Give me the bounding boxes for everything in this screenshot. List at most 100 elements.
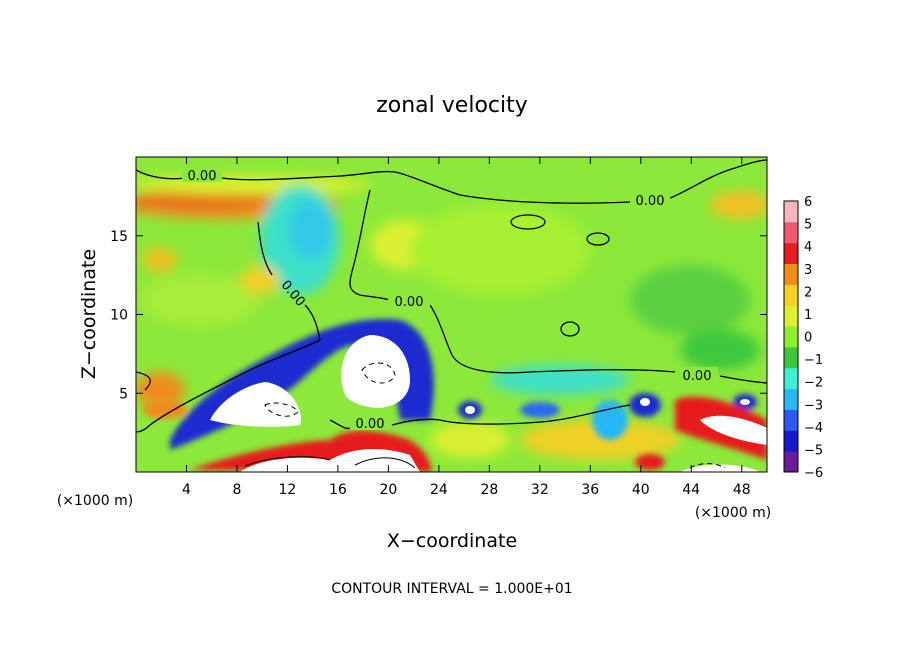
heatmap-blob xyxy=(635,454,665,470)
x-tick-label: 44 xyxy=(682,482,700,498)
colorbar-swatch xyxy=(784,221,798,244)
contour-interval-footer: CONTOUR INTERVAL = 1.000E+01 xyxy=(331,581,572,597)
heatmap-saturated-region xyxy=(210,382,301,427)
colorbar-tick-label: −1 xyxy=(804,353,823,368)
colorbar-swatch xyxy=(784,201,798,223)
contour-label: 0.00 xyxy=(356,417,385,432)
colorbar-swatch xyxy=(784,409,798,431)
contour-lines xyxy=(136,159,767,469)
colorbar-tick-label: −5 xyxy=(804,443,823,458)
chart-title: zonal velocity xyxy=(376,93,528,118)
contour-labels: 0.00 0.00 0.00 0.00 0.00 xyxy=(182,167,718,432)
heatmap-blob xyxy=(143,401,187,419)
heatmap-blob xyxy=(630,265,750,335)
x-tick-label: 24 xyxy=(430,482,448,498)
colorbar-swatch xyxy=(784,367,798,390)
contour-zero-line xyxy=(349,189,767,384)
x-tick-label: 8 xyxy=(232,482,241,498)
heatmap-blob xyxy=(142,248,178,272)
heatmap-blob xyxy=(710,191,767,219)
heatmap-blob xyxy=(136,191,270,209)
x-unit-label-right: (×1000 m) xyxy=(695,505,771,521)
contour-solid-thin xyxy=(354,457,416,469)
x-tick-label: 40 xyxy=(632,482,650,498)
colorbar-tick-label: 0 xyxy=(804,331,812,346)
x-tick-label: 12 xyxy=(279,482,297,498)
heatmap-blob xyxy=(592,400,628,440)
contour-closed-loop xyxy=(510,214,546,230)
contour-dashed-line xyxy=(264,402,299,417)
heatmap-blob xyxy=(140,275,260,325)
colorbar-tick-label: 1 xyxy=(804,308,812,323)
heatmap-saturated-region xyxy=(640,398,650,406)
colorbar-swatch xyxy=(784,326,798,348)
heatmap-blob xyxy=(288,200,332,260)
contour-solid-thin xyxy=(244,456,331,467)
y-tick-label: 5 xyxy=(119,386,128,402)
contour-zero-line xyxy=(136,221,321,433)
contour-label-bg xyxy=(182,167,222,182)
colorbar-swatch xyxy=(784,451,798,473)
colorbar-tick-label: −4 xyxy=(804,421,823,436)
colorbar-tick-label: −6 xyxy=(804,466,823,481)
contour-dashed-line xyxy=(689,463,726,469)
heatmap-blob xyxy=(520,402,560,418)
colorbar-tick-label: 6 xyxy=(804,195,812,210)
heatmap-blob xyxy=(136,372,185,408)
colorbar-tick-label: 3 xyxy=(804,263,812,278)
contour-label-bg xyxy=(630,192,670,207)
x-tick-label: 48 xyxy=(733,482,751,498)
heatmap-saturated-region xyxy=(700,415,767,445)
x-tick-label: 20 xyxy=(379,482,397,498)
contour-label-bg xyxy=(388,293,430,308)
y-axis-label: Z−coordinate xyxy=(78,249,100,379)
heatmap-blob xyxy=(520,420,680,460)
x-tick-label: 32 xyxy=(531,482,549,498)
colorbar-swatch xyxy=(784,430,798,452)
x-tick-label: 16 xyxy=(329,482,347,498)
x-axis: 4 8 12 16 20 24 28 32 36 40 44 48 xyxy=(182,157,751,498)
contour-label: 0.00 xyxy=(188,169,217,184)
y-tick-label: 10 xyxy=(110,308,128,324)
contour-closed-loop xyxy=(560,321,580,337)
colorbar-swatch xyxy=(784,388,798,410)
contour-label: 0.00 xyxy=(636,194,665,209)
colorbar-swatch xyxy=(784,346,798,369)
colorbar-tick-label: 4 xyxy=(804,240,812,255)
heatmap-blob xyxy=(430,422,510,458)
heatmap-saturated-region xyxy=(680,464,760,472)
colorbar-swatch xyxy=(784,305,798,327)
colorbar-frame xyxy=(783,200,799,473)
y-axis: 5 10 15 xyxy=(110,229,767,402)
heatmap-blob xyxy=(240,266,280,294)
contour-label-bg xyxy=(676,367,718,382)
colorbar-tick-label: −2 xyxy=(804,376,823,391)
y-tick-label: 15 xyxy=(110,229,128,245)
colorbar-tick-label: 5 xyxy=(804,218,812,233)
heatmap-saturated-region xyxy=(240,448,420,472)
contour-dashed-line xyxy=(361,362,396,384)
x-axis-label: X−coordinate xyxy=(387,530,517,552)
x-unit-label-left: (×1000 m) xyxy=(57,493,133,509)
contour-zero-line xyxy=(136,159,767,204)
colorbar-swatch xyxy=(784,242,798,265)
colorbar: 6 5 4 3 2 1 0 −1 −2 −3 −4 −5 −6 xyxy=(783,195,823,481)
colorbar-swatch xyxy=(784,263,798,285)
x-tick-label: 28 xyxy=(480,482,498,498)
contour-closed-loop xyxy=(586,232,610,246)
heatmap-field xyxy=(136,157,767,472)
contour-label-bg xyxy=(350,415,390,430)
contour-label: 0.00 xyxy=(395,295,424,310)
x-tick-label: 36 xyxy=(581,482,599,498)
heatmap-blob xyxy=(680,330,760,370)
colorbar-swatch xyxy=(784,284,798,306)
heatmap-saturated-region xyxy=(341,335,410,408)
x-tick-label: 4 xyxy=(182,482,191,498)
colorbar-tick-label: −3 xyxy=(804,398,823,413)
heatmap-saturated-region xyxy=(465,406,475,414)
colorbar-tick-label: 2 xyxy=(804,285,812,300)
contour-label: 0.00 xyxy=(683,369,712,384)
contour-zero-line xyxy=(136,371,151,391)
heatmap-blob xyxy=(410,205,590,295)
